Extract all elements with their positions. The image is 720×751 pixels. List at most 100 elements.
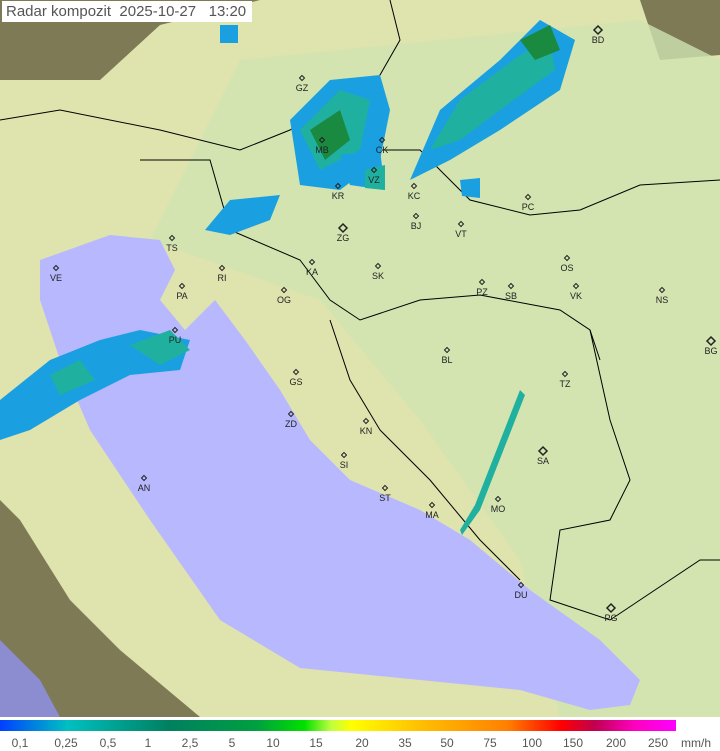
city-pc: PC [522, 193, 535, 212]
city-marker-icon [537, 445, 549, 457]
city-sa: SA [537, 445, 549, 466]
legend-label: 20 [355, 736, 369, 750]
city-label: KC [408, 191, 421, 201]
city-marker-icon [443, 346, 451, 354]
city-tz: TZ [560, 370, 571, 389]
city-pu: PU [169, 326, 182, 345]
city-zd: ZD [285, 410, 297, 429]
legend-label: 200 [605, 736, 627, 750]
city-marker-icon [412, 212, 420, 220]
sea-corner [0, 640, 60, 717]
city-label: KR [332, 191, 345, 201]
city-ts: TS [166, 234, 178, 253]
city-label: MA [425, 510, 439, 520]
precipitation [0, 20, 575, 535]
city-sk: SK [372, 262, 384, 281]
legend-label: 75 [483, 736, 497, 750]
city-label: RI [218, 273, 227, 283]
city-marker-icon [517, 581, 525, 589]
legend-label: 2,5 [181, 736, 199, 750]
city-label: GS [289, 377, 302, 387]
city-marker-icon [428, 501, 436, 509]
city-marker-icon [168, 234, 176, 242]
city-label: MB [315, 145, 329, 155]
city-label: DU [515, 590, 528, 600]
adriatic-sea [40, 235, 640, 710]
city-mo: MO [491, 495, 506, 514]
city-label: VZ [368, 175, 380, 185]
city-marker-icon [340, 451, 348, 459]
legend-label: 5 [228, 736, 236, 750]
city-vk: VK [570, 282, 582, 301]
city-marker-icon [605, 602, 617, 614]
city-label: OG [277, 295, 291, 305]
city-markers: BD GZ MB CK KR VZ KC PC BJ ZG VT TS VE RI KA SK OS PA OG PZ… [50, 24, 718, 623]
map-title: Radar kompozit 2025-10-27 13:20 [2, 1, 253, 22]
city-label: BG [704, 346, 717, 356]
city-label: AN [138, 483, 151, 493]
city-bj: BJ [411, 212, 422, 231]
city-marker-icon [287, 410, 295, 418]
city-label: SB [505, 291, 517, 301]
city-og: OG [277, 286, 291, 305]
city-marker-icon [52, 264, 60, 272]
city-marker-icon [494, 495, 502, 503]
city-kr: KR [332, 182, 345, 201]
city-ri: RI [218, 264, 227, 283]
city-zg: ZG [337, 222, 350, 243]
city-label: VE [50, 273, 62, 283]
city-marker-icon [378, 136, 386, 144]
legend-label: 250 [647, 736, 669, 750]
city-marker-icon [337, 222, 349, 234]
city-marker-icon [280, 286, 288, 294]
city-marker-icon [370, 166, 378, 174]
city-marker-icon [318, 136, 326, 144]
city-marker-icon [334, 182, 342, 190]
city-label: VT [455, 229, 467, 239]
city-label: PG [604, 613, 617, 623]
city-vt: VT [455, 220, 467, 239]
borders [0, 0, 720, 621]
city-marker-icon [705, 335, 717, 347]
city-marker-icon [561, 370, 569, 378]
city-ma: MA [425, 501, 439, 520]
city-kc: KC [408, 182, 421, 201]
city-label: CK [376, 145, 389, 155]
city-vz: VZ [368, 166, 380, 185]
city-label: PU [169, 335, 182, 345]
legend-label: 0,5 [99, 736, 117, 750]
city-label: SA [537, 456, 549, 466]
city-label: TS [166, 243, 178, 253]
city-kn: KN [360, 417, 372, 436]
city-ns: NS [656, 286, 668, 305]
city-ck: CK [376, 136, 389, 155]
city-bd: BD [592, 24, 605, 45]
city-marker-icon [457, 220, 465, 228]
land-north [150, 20, 720, 717]
city-label: ZG [337, 233, 350, 243]
city-pg: PG [604, 602, 618, 623]
city-label: GZ [296, 83, 309, 93]
city-label: PZ [476, 287, 488, 297]
legend-label: 150 [562, 736, 584, 750]
radar-map: BD GZ MB CK KR VZ KC PC BJ ZG VT TS VE RI KA SK OS PA OG PZ… [0, 0, 720, 717]
city-pz: PZ [476, 278, 488, 297]
city-st: ST [379, 484, 391, 503]
city-marker-icon [658, 286, 666, 294]
city-label: BJ [411, 221, 422, 231]
legend-label: 15 [309, 736, 323, 750]
city-marker-icon [171, 326, 179, 334]
city-label: PC [522, 202, 535, 212]
legend-color-scale [0, 720, 676, 731]
city-marker-icon [292, 368, 300, 376]
city-label: TZ [560, 379, 571, 389]
city-label: PA [176, 291, 187, 301]
city-marker-icon [140, 474, 148, 482]
city-label: MO [491, 504, 506, 514]
city-marker-icon [563, 254, 571, 262]
city-label: VK [570, 291, 582, 301]
city-marker-icon [374, 262, 382, 270]
city-label: ST [379, 493, 391, 503]
city-sb: SB [505, 282, 517, 301]
city-label: OS [560, 263, 573, 273]
